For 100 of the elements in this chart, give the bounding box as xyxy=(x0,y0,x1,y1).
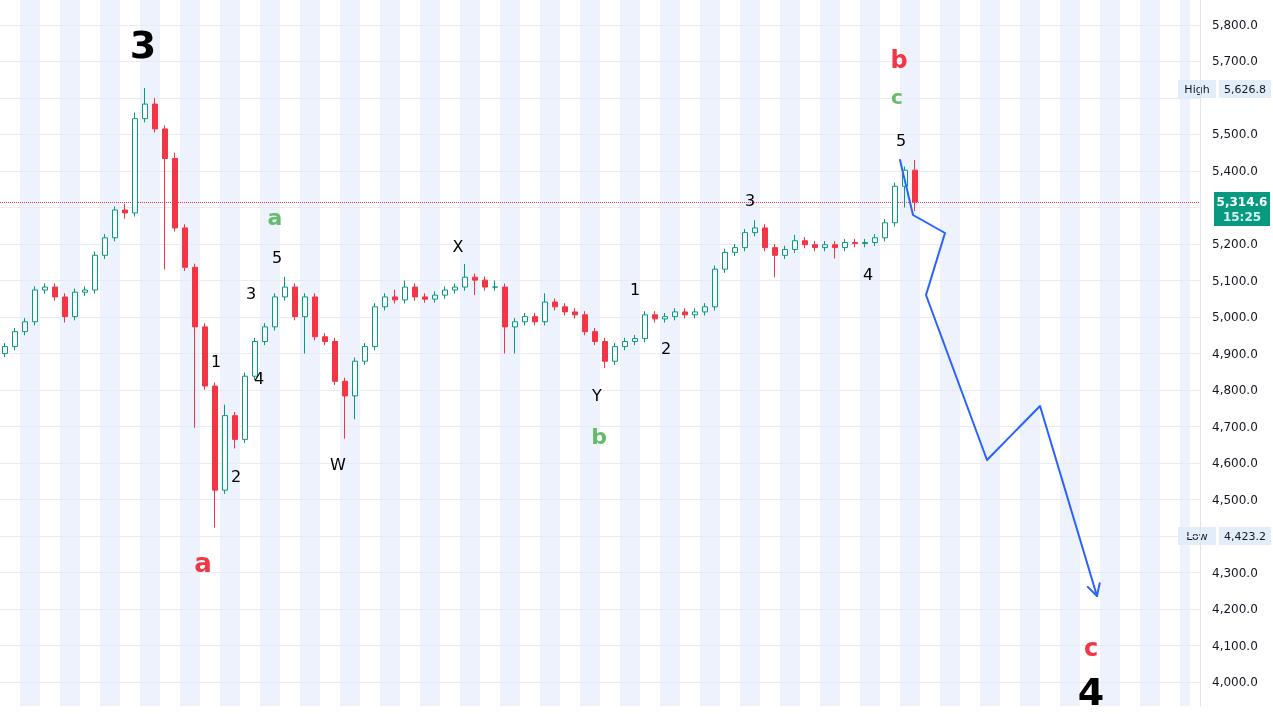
candlestick xyxy=(302,292,308,355)
candlestick xyxy=(492,280,498,292)
candlestick xyxy=(332,337,338,386)
candlestick xyxy=(112,205,118,242)
candlestick xyxy=(432,290,438,304)
candlestick xyxy=(652,310,658,323)
y-tick-label: 5,800.0 xyxy=(1212,17,1258,32)
candlestick xyxy=(362,342,368,366)
candlestick xyxy=(32,285,38,326)
candlestick xyxy=(732,243,738,257)
candlestick xyxy=(752,219,758,237)
candlestick xyxy=(662,312,668,323)
candlestick xyxy=(782,245,788,260)
annotation: 2 xyxy=(660,338,672,358)
candlestick xyxy=(182,223,188,272)
candlestick xyxy=(422,292,428,304)
candlestick xyxy=(582,310,588,336)
candlestick xyxy=(412,282,418,302)
candlestick xyxy=(272,292,278,332)
candlestick xyxy=(52,282,58,302)
y-tick-label: 5,700.0 xyxy=(1212,54,1258,69)
annotation: 3 xyxy=(245,283,257,303)
y-tick-label: 4,700.0 xyxy=(1212,419,1258,434)
candlestick xyxy=(22,317,28,336)
candlestick xyxy=(192,263,198,429)
candlestick xyxy=(222,404,228,495)
candlestick xyxy=(482,275,488,292)
candlestick xyxy=(82,285,88,297)
y-tick-label: 5,100.0 xyxy=(1212,273,1258,288)
candlestick xyxy=(382,292,388,311)
candlestick xyxy=(202,322,208,391)
candlestick xyxy=(622,337,628,351)
candlestick xyxy=(352,357,358,420)
annotation: a xyxy=(194,548,212,578)
candlestick xyxy=(12,327,18,351)
candlestick xyxy=(862,238,868,248)
candlestick xyxy=(452,282,458,295)
annotation: c xyxy=(1083,634,1099,662)
candlestick xyxy=(152,97,158,134)
candlestick xyxy=(882,218,888,242)
candlestick xyxy=(802,236,808,249)
text: 15:25 xyxy=(1222,210,1262,225)
candlestick xyxy=(792,234,798,254)
annotation: 1 xyxy=(629,279,641,299)
annotation: 4 xyxy=(862,264,874,284)
y-tick-label: 5,500.0 xyxy=(1212,127,1258,142)
y-tick-label: 5,200.0 xyxy=(1212,236,1258,251)
annotation: X xyxy=(452,236,464,256)
y-tick-label: 4,000.0 xyxy=(1212,675,1258,690)
candlestick xyxy=(682,307,688,319)
candlestick xyxy=(632,334,638,346)
candlestick xyxy=(512,317,518,355)
candlestick xyxy=(282,276,288,302)
text: 4,423.2 xyxy=(1224,529,1266,543)
candlestick xyxy=(212,381,218,529)
candlestick xyxy=(392,289,398,305)
annotation: Y xyxy=(591,385,603,405)
candlestick xyxy=(832,240,838,260)
candlestick xyxy=(372,302,378,351)
candlestick xyxy=(562,302,568,317)
candlestick xyxy=(552,297,558,311)
candlestick xyxy=(2,342,8,358)
annotation: 5 xyxy=(271,247,283,267)
annotation: b xyxy=(890,46,908,74)
y-tick-label: 4,100.0 xyxy=(1212,638,1258,653)
annotation: 1 xyxy=(210,351,222,371)
candlestick xyxy=(892,182,898,227)
y-tick-label: 4,800.0 xyxy=(1212,383,1258,398)
candlestick xyxy=(242,372,248,444)
candlestick xyxy=(132,111,138,218)
candlestick xyxy=(742,228,748,252)
annotation: 4 xyxy=(1077,670,1105,714)
candlestick xyxy=(62,292,68,323)
candlestick xyxy=(572,307,578,319)
candlestick xyxy=(592,327,598,346)
candlestick xyxy=(852,238,858,248)
candlestick xyxy=(322,332,328,346)
candlestick xyxy=(72,288,78,321)
y-tick-label: 4,300.0 xyxy=(1212,565,1258,580)
candlestick xyxy=(772,243,778,278)
candlestick xyxy=(342,377,348,440)
y-tick-label: 4,200.0 xyxy=(1212,602,1258,617)
candlestick xyxy=(312,292,318,341)
candlestick xyxy=(292,282,298,321)
candlestick xyxy=(692,307,698,319)
candlestick xyxy=(522,312,528,326)
annotation: c xyxy=(891,85,903,109)
annotation: 4 xyxy=(253,368,265,388)
candlestick xyxy=(472,273,478,296)
candlestick xyxy=(532,312,538,326)
candlestick xyxy=(102,233,108,260)
candlestick xyxy=(232,411,238,450)
candlestick xyxy=(612,342,618,366)
candlestick xyxy=(842,238,848,252)
candlestick xyxy=(602,337,608,369)
candlestick xyxy=(822,240,828,252)
candlestick xyxy=(42,282,48,295)
annotation: a xyxy=(267,204,283,230)
annotation: 3 xyxy=(129,23,157,67)
candlestick xyxy=(92,251,98,295)
